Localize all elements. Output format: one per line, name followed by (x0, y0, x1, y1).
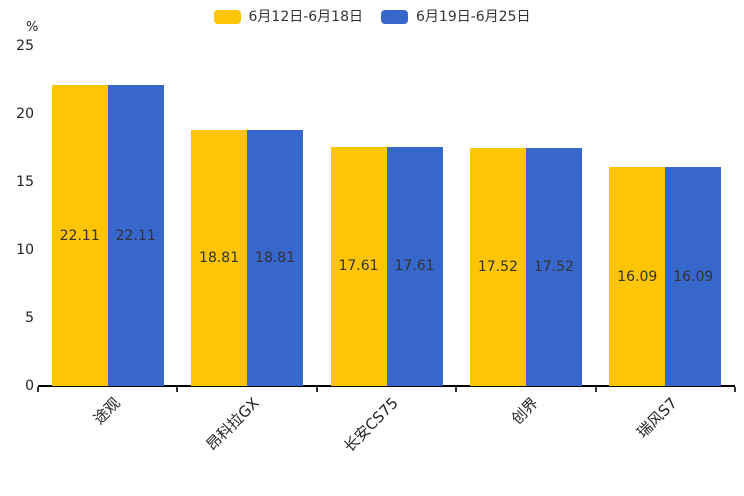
bar-week1: 18.81 (191, 130, 248, 386)
y-tick-label: 15 (16, 174, 34, 190)
bar-value-label: 18.81 (199, 250, 240, 267)
bar-week2: 17.52 (525, 147, 582, 386)
legend-item-week2[interactable]: 6月19日-6月25日 (381, 8, 531, 26)
bar-value-label: 16.09 (617, 268, 658, 285)
bar-week2: 17.61 (386, 146, 443, 386)
bar-value-label: 18.81 (255, 250, 296, 267)
y-tick-label: 25 (16, 38, 34, 54)
x-category-label: 创界 (507, 394, 542, 428)
bar-week1: 17.61 (330, 146, 387, 386)
bar-week1: 17.52 (469, 147, 526, 386)
bar-week1: 16.09 (609, 167, 666, 386)
y-tick-label: 0 (25, 378, 34, 394)
legend-label-week1: 6月12日-6月18日 (248, 9, 364, 25)
legend: 6月12日-6月18日 6月19日-6月25日 (0, 8, 744, 26)
legend-swatch-blue-icon (381, 10, 408, 24)
bar-week2: 18.81 (247, 130, 304, 386)
x-tick-mark (594, 387, 597, 392)
bar-value-label: 17.52 (477, 258, 518, 275)
x-tick-mark (37, 387, 39, 392)
bar-value-label: 17.52 (533, 258, 574, 275)
bar-week1: 22.11 (51, 85, 108, 386)
legend-label-week2: 6月19日-6月25日 (416, 9, 531, 25)
y-tick-label: 10 (16, 242, 34, 258)
bar-week2: 16.09 (665, 167, 722, 386)
x-tick-mark (734, 387, 736, 392)
bar-value-label: 22.11 (115, 227, 156, 244)
x-tick-mark (315, 387, 318, 392)
x-axis-line (38, 385, 735, 387)
y-tick-label: 20 (16, 106, 34, 122)
bar-value-label: 17.61 (338, 258, 379, 275)
bar-value-label: 16.09 (673, 268, 714, 285)
bar-value-label: 17.61 (394, 258, 435, 275)
y-tick-label: 5 (25, 310, 34, 326)
bar-value-label: 22.11 (59, 227, 100, 244)
legend-item-week1[interactable]: 6月12日-6月18日 (213, 8, 364, 26)
x-tick-mark (176, 387, 179, 392)
y-axis-unit-label: % (26, 20, 39, 35)
x-tick-mark (455, 387, 458, 392)
x-category-label: 途观 (89, 394, 124, 428)
bar-week2: 22.11 (107, 85, 164, 386)
x-category-label: 昂科拉GX (202, 394, 263, 455)
x-category-label: 瑞风S7 (633, 394, 682, 442)
legend-swatch-yellow-icon (213, 10, 241, 24)
x-category-label: 长安CS75 (340, 394, 403, 456)
